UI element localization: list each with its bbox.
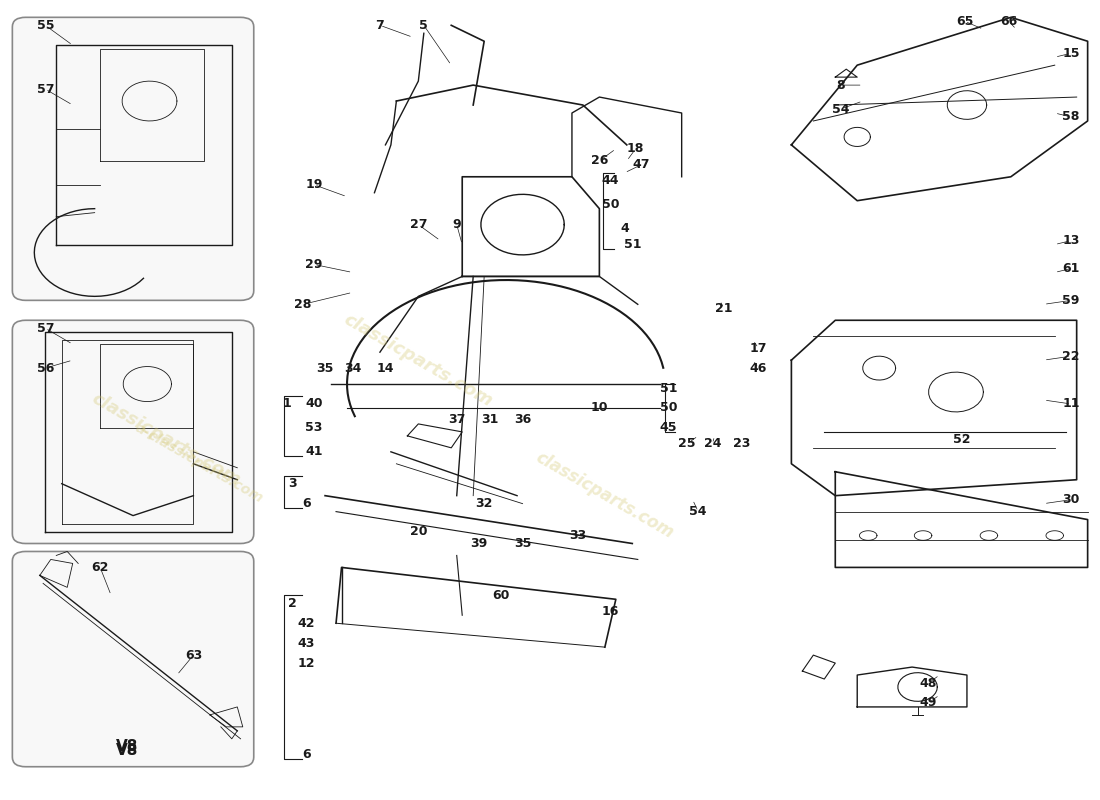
Text: 11: 11 <box>1063 398 1080 410</box>
FancyBboxPatch shape <box>12 18 254 300</box>
Text: 30: 30 <box>1063 493 1080 506</box>
Text: 23: 23 <box>734 438 750 450</box>
Text: classicparts.com: classicparts.com <box>88 390 244 490</box>
Text: 57: 57 <box>36 322 54 334</box>
Text: 12: 12 <box>298 657 316 670</box>
Text: 15: 15 <box>1063 46 1080 60</box>
Text: 48: 48 <box>920 677 937 690</box>
Text: 51: 51 <box>660 382 678 394</box>
Text: 49: 49 <box>920 697 937 710</box>
Text: 35: 35 <box>317 362 333 374</box>
Text: 24: 24 <box>704 438 722 450</box>
Text: 17: 17 <box>750 342 767 354</box>
Text: 34: 34 <box>344 362 361 374</box>
Text: 4: 4 <box>620 222 629 235</box>
Text: 31: 31 <box>481 414 498 426</box>
Text: 55: 55 <box>36 19 54 32</box>
Text: 3: 3 <box>288 478 297 490</box>
Text: 52: 52 <box>953 434 970 446</box>
Text: 6: 6 <box>302 497 310 510</box>
Text: 8: 8 <box>836 78 845 91</box>
Text: classicparts.com: classicparts.com <box>341 310 496 410</box>
Text: 21: 21 <box>715 302 733 315</box>
Text: 66: 66 <box>1000 15 1018 28</box>
Text: 25: 25 <box>679 438 696 450</box>
FancyBboxPatch shape <box>12 551 254 766</box>
Text: 27: 27 <box>409 218 427 231</box>
Text: 57: 57 <box>36 82 54 95</box>
Text: 10: 10 <box>591 402 608 414</box>
Text: 29: 29 <box>306 258 322 271</box>
Text: 2: 2 <box>288 597 297 610</box>
Text: V8: V8 <box>117 739 139 754</box>
Text: classicparts.com: classicparts.com <box>532 449 678 542</box>
Text: V8: V8 <box>117 743 139 758</box>
Text: 36: 36 <box>514 414 531 426</box>
Text: 43: 43 <box>298 637 315 650</box>
Text: 62: 62 <box>91 561 109 574</box>
Text: 33: 33 <box>569 529 586 542</box>
Text: 32: 32 <box>475 497 493 510</box>
Text: 1: 1 <box>283 398 292 410</box>
FancyBboxPatch shape <box>12 320 254 543</box>
Text: 44: 44 <box>602 174 619 187</box>
Text: 7: 7 <box>375 19 384 32</box>
Text: a-classicparts.com: a-classicparts.com <box>132 422 265 506</box>
Text: 61: 61 <box>1063 262 1080 275</box>
Text: 18: 18 <box>627 142 645 155</box>
Text: 40: 40 <box>306 398 322 410</box>
Text: 42: 42 <box>298 617 316 630</box>
Text: 56: 56 <box>36 362 54 374</box>
Text: 26: 26 <box>591 154 608 167</box>
Text: 59: 59 <box>1063 294 1080 307</box>
Text: 63: 63 <box>185 649 202 662</box>
Text: 6: 6 <box>302 748 310 762</box>
Text: 5: 5 <box>419 19 428 32</box>
Text: 9: 9 <box>452 218 461 231</box>
Text: 41: 41 <box>306 446 322 458</box>
Text: 54: 54 <box>690 505 707 518</box>
Text: 46: 46 <box>750 362 767 374</box>
Text: 50: 50 <box>660 402 678 414</box>
Text: 51: 51 <box>624 238 641 251</box>
Text: 39: 39 <box>470 537 487 550</box>
Text: 37: 37 <box>448 414 465 426</box>
Text: 58: 58 <box>1063 110 1080 123</box>
Text: 47: 47 <box>632 158 650 171</box>
Text: 65: 65 <box>956 15 974 28</box>
Text: 28: 28 <box>295 298 311 311</box>
Text: 16: 16 <box>602 605 619 618</box>
Text: 50: 50 <box>602 198 619 211</box>
Text: 35: 35 <box>514 537 531 550</box>
Text: 53: 53 <box>306 422 322 434</box>
Text: 22: 22 <box>1063 350 1080 362</box>
Text: 54: 54 <box>832 102 849 115</box>
Text: 60: 60 <box>492 589 509 602</box>
Text: 14: 14 <box>376 362 394 374</box>
Text: 45: 45 <box>660 422 678 434</box>
Text: 13: 13 <box>1063 234 1080 247</box>
Text: 19: 19 <box>306 178 322 191</box>
Text: 20: 20 <box>409 525 427 538</box>
